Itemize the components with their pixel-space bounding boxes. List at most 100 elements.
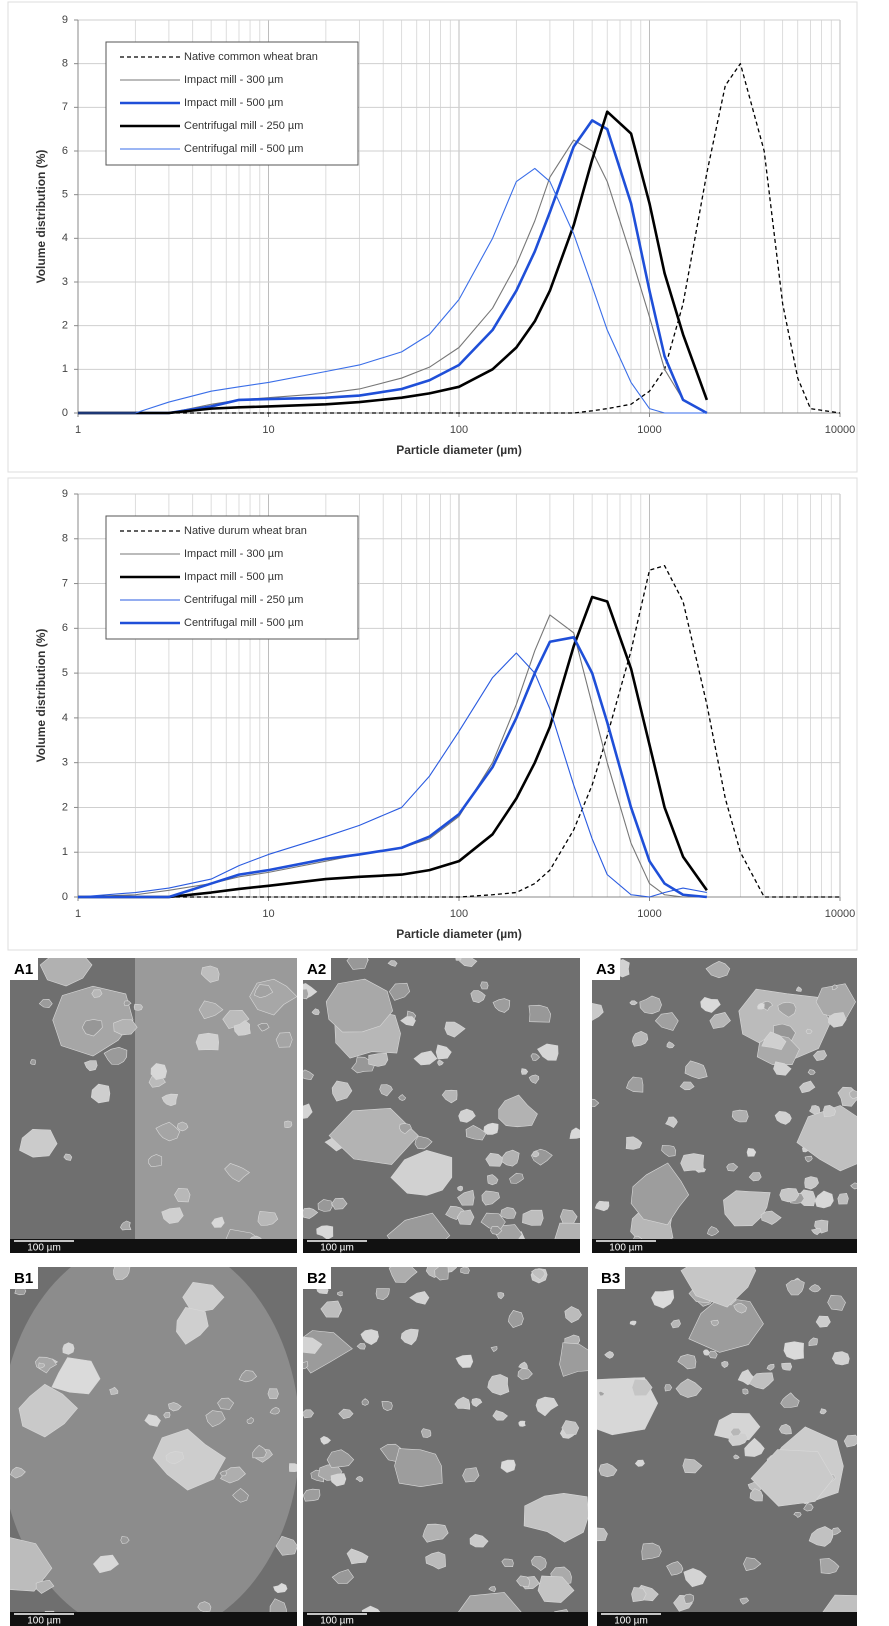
particle [744, 1437, 765, 1457]
particle [850, 1182, 857, 1190]
x-tick-label: 1000 [637, 908, 661, 920]
particle [665, 1116, 678, 1128]
particle [793, 1511, 802, 1518]
particle [155, 1121, 181, 1142]
particle [723, 1190, 771, 1227]
y-tick-label: 1 [62, 363, 68, 375]
particle [651, 1289, 675, 1309]
y-tick-label: 6 [62, 622, 68, 634]
particle [434, 1267, 449, 1281]
particle [174, 1187, 191, 1203]
particle [409, 1291, 430, 1305]
y-tick-label: 2 [62, 320, 68, 332]
particle [168, 1402, 182, 1412]
particle [598, 1391, 605, 1397]
y-tick-label: 9 [62, 488, 68, 500]
particle [729, 1427, 742, 1437]
particle [197, 1601, 212, 1613]
particle [487, 1174, 499, 1186]
particle [109, 1386, 119, 1395]
micrograph: 100 µm A3 [592, 958, 857, 1254]
particle [388, 982, 411, 1001]
particle [516, 1575, 531, 1588]
particle [631, 1378, 653, 1397]
particle [680, 1153, 705, 1172]
particle [500, 1459, 516, 1473]
x-tick-label: 1 [75, 908, 81, 920]
particle [707, 1226, 720, 1237]
particle [629, 1000, 638, 1006]
particle [360, 1329, 379, 1346]
particle [487, 1374, 510, 1396]
particle [161, 1207, 184, 1224]
particle [757, 1002, 765, 1010]
particle [469, 1533, 489, 1548]
x-tick-label: 10 [262, 424, 274, 436]
legend-label: Impact mill - 300 µm [184, 74, 283, 86]
particle [831, 1351, 850, 1366]
particle [316, 1225, 334, 1240]
x-tick-label: 1 [75, 424, 81, 436]
particle [780, 1392, 800, 1408]
particle [311, 1008, 320, 1015]
particle [733, 1303, 747, 1314]
legend-label: Centrifugal mill - 500 µm [184, 143, 303, 155]
particle [520, 1068, 529, 1075]
particle [569, 1127, 580, 1139]
particle [523, 1492, 588, 1543]
particle [303, 1409, 315, 1419]
particle [675, 1378, 703, 1398]
panel-label: B3 [601, 1270, 620, 1287]
legend-label: Centrifugal mill - 250 µm [184, 594, 303, 606]
particle [355, 1475, 364, 1483]
particle [501, 1558, 514, 1568]
particle [198, 1000, 224, 1020]
particle [51, 1357, 101, 1395]
particle [819, 1558, 840, 1575]
particle [781, 1362, 793, 1371]
particle [480, 981, 489, 990]
particle [91, 989, 103, 998]
particle [564, 1306, 582, 1324]
particle [785, 1279, 805, 1296]
particle [528, 1074, 540, 1084]
particle [288, 1463, 297, 1473]
particle [356, 1343, 366, 1350]
particle [518, 1420, 526, 1427]
particle [361, 1398, 370, 1406]
particle [331, 1080, 353, 1102]
particle [808, 1337, 818, 1347]
data-line [78, 595, 708, 899]
info-bar [597, 1612, 857, 1626]
particle [796, 1105, 857, 1172]
particle [831, 984, 838, 991]
particle [120, 1220, 132, 1231]
particle [483, 1122, 499, 1135]
x-tick-label: 100 [450, 908, 468, 920]
particle [338, 1408, 354, 1420]
particle [777, 1001, 797, 1018]
particle [594, 1200, 610, 1212]
particle [303, 1336, 323, 1354]
particle [795, 986, 802, 992]
particle [275, 1535, 297, 1556]
scale-bar-label: 100 µm [609, 1243, 643, 1254]
panel-label-box [10, 958, 38, 980]
legend-label: Impact mill - 500 µm [184, 97, 283, 109]
info-bar [303, 1239, 580, 1253]
particle [528, 1004, 552, 1023]
particle [19, 1128, 58, 1158]
data-line [78, 564, 840, 898]
particle [814, 1190, 834, 1209]
particle [320, 1435, 331, 1445]
particle [654, 1012, 679, 1031]
particle [90, 1083, 111, 1104]
particle [682, 1458, 703, 1474]
particle [749, 1488, 764, 1502]
particle [481, 1190, 500, 1206]
particle [731, 1109, 749, 1123]
particle [807, 1069, 816, 1075]
particle [666, 1561, 684, 1576]
